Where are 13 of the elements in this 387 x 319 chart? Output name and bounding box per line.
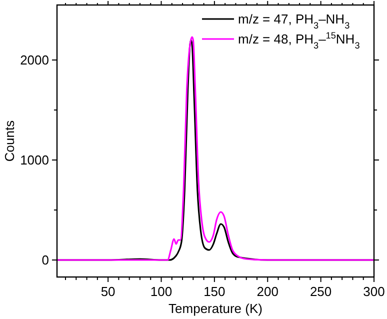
x-tick-label: 50 <box>100 284 116 299</box>
x-axis-title: Temperature (K) <box>168 301 262 316</box>
y-tick-label: 2000 <box>20 52 49 68</box>
y-tick-label: 0 <box>42 252 49 268</box>
legend-label: m/z = 48, PH$_{3}$–$^{15}$NH$_{3}$ <box>238 30 360 50</box>
y-tick-label: 1000 <box>20 152 49 168</box>
x-tick-label: 150 <box>204 284 226 299</box>
x-tick-label: 250 <box>310 284 332 299</box>
y-axis-title: Counts <box>2 120 17 162</box>
x-tick-label: 200 <box>256 284 278 299</box>
x-tick-label: 300 <box>363 284 385 299</box>
x-tick-label: 100 <box>150 284 172 299</box>
legend-label: m/z = 47, PH$_{3}$–NH$_{3}$ <box>238 12 350 30</box>
